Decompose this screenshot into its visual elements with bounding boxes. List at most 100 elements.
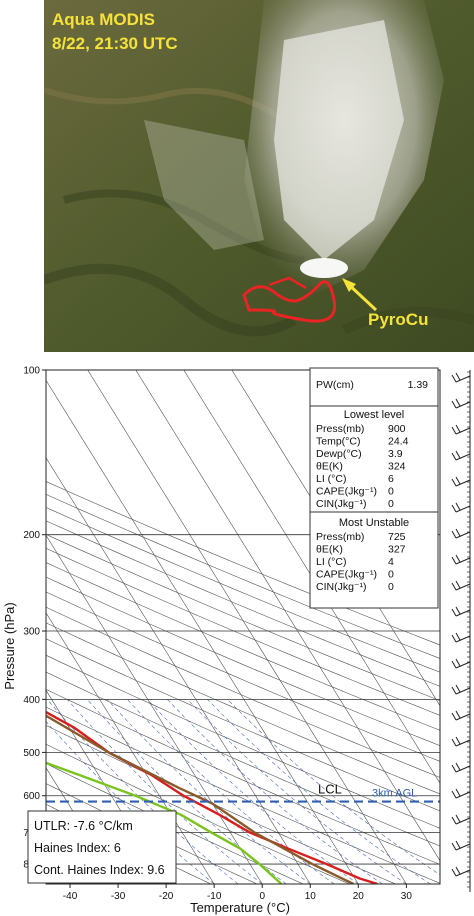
wind-barb-flag	[451, 374, 457, 383]
wind-barb	[455, 869, 471, 877]
wind-barb-flag	[455, 606, 461, 615]
dry-adiabat-line	[46, 671, 440, 847]
moist-adiabat-line	[187, 699, 407, 884]
dry-adiabat-line	[46, 606, 440, 778]
y-tick-label: 600	[23, 791, 40, 802]
wind-barb-flag	[451, 712, 457, 721]
wind-barb-flag	[455, 658, 461, 667]
skew-t-chart: 3km AGL LCL -40 -30 -20 -10 0 10 20 30 100 200 300…	[0, 356, 474, 916]
haines-text: Haines Index: 6	[34, 841, 121, 855]
dry-adiabat-line	[46, 562, 440, 731]
wind-barb-flag	[451, 764, 457, 773]
most-unstable-box	[309, 511, 439, 609]
wind-barb-flag	[451, 686, 457, 695]
x-tick-label: 30	[401, 891, 413, 902]
wind-barb-flag	[455, 424, 461, 433]
wind-barb-flag	[455, 762, 461, 771]
pw-value: 1.39	[408, 379, 429, 391]
satellite-scene: PyroCu	[44, 0, 474, 352]
most-unstable-row-label: Press(mb)	[316, 531, 364, 543]
wind-barb-flag	[455, 580, 461, 589]
satellite-title-line2: 8/22, 21:30 UTC	[52, 34, 178, 53]
y-tick-label: 500	[23, 748, 40, 759]
y-tick-label: 400	[23, 695, 40, 706]
wind-barb-flag	[451, 790, 457, 799]
wind-barb-flag	[451, 842, 457, 851]
wind-barb-flag	[451, 478, 457, 487]
parcel-path-line	[46, 714, 355, 884]
x-tick-label: 20	[353, 891, 365, 902]
wind-barb-flag	[455, 840, 461, 849]
lowest-level-row-value: 6	[388, 473, 394, 485]
wind-barb	[455, 713, 471, 721]
isotherm-line	[87, 370, 407, 884]
moist-adiabat-line	[106, 699, 311, 884]
dry-adiabat-line	[46, 576, 440, 747]
lowest-level-row-label: Dewp(°C)	[316, 448, 362, 460]
satellite-title-line1: Aqua MODIS	[52, 10, 155, 29]
wind-barb-flag	[451, 868, 457, 877]
wind-barb	[455, 843, 471, 851]
wind-barb-flag	[451, 426, 457, 435]
wind-barb	[455, 479, 471, 487]
dry-adiabat-line	[46, 534, 440, 701]
most-unstable-row-label: CIN(Jkg⁻¹)	[316, 581, 366, 593]
moist-adiabat-line	[207, 699, 431, 884]
wind-barb	[455, 817, 471, 825]
moist-adiabat-line	[227, 699, 440, 876]
cont-haines-text: Cont. Haines Index: 9.6	[34, 863, 165, 877]
wind-barb-flag	[455, 788, 461, 797]
wind-barb-flag	[455, 476, 461, 485]
wind-barb-flag	[455, 684, 461, 693]
wind-barb-flag	[455, 710, 461, 719]
most-unstable-row-label: θE(K)	[316, 544, 343, 556]
satellite-image: PyroCu Aqua MODIS 8/22, 21:30 UTC	[44, 0, 474, 352]
dry-adiabat-line	[46, 725, 396, 884]
wind-barb-flag	[451, 660, 457, 669]
wind-barb-flag	[455, 814, 461, 823]
dry-adiabat-line	[46, 507, 440, 673]
dry-adiabat-line	[46, 481, 440, 646]
wind-barb	[455, 661, 471, 669]
wind-barb-flag	[455, 450, 461, 459]
dry-adiabat-line	[46, 706, 440, 884]
wind-barb-flag	[451, 738, 457, 747]
wind-barb-flag	[455, 554, 461, 563]
x-axis-label: Temperature (°C)	[190, 900, 290, 915]
lowest-level-row-label: Temp(°C)	[316, 436, 360, 448]
dry-adiabat-line	[46, 548, 440, 716]
wind-barb-flag	[451, 582, 457, 591]
lowest-level-box	[309, 405, 439, 513]
most-unstable-row-value: 0	[388, 581, 394, 593]
dry-adiabat-line	[46, 622, 440, 795]
lowest-level-row-value: 0	[388, 486, 394, 498]
skew-t-svg: 3km AGL LCL -40 -30 -20 -10 0 10 20 30 100 200 300…	[2, 366, 471, 915]
pw-label: PW(cm)	[316, 379, 354, 391]
wind-barb-flag	[451, 400, 457, 409]
isotherm-line	[46, 534, 263, 884]
stats-box: UTLR: -7.6 °C/km Haines Index: 6 Cont. H…	[27, 810, 177, 884]
most-unstable-row-label: LI (°C)	[316, 556, 346, 568]
wind-barb	[455, 401, 471, 409]
most-unstable-row-value: 4	[388, 556, 394, 568]
wind-barb-flag	[455, 632, 461, 641]
lowest-level-row-value: 24.4	[388, 436, 409, 448]
dry-adiabat-line	[46, 654, 440, 829]
moist-adiabat-line	[147, 699, 359, 884]
wind-barb	[455, 791, 471, 799]
wind-barb	[455, 687, 471, 695]
lowest-level-title: Lowest level	[344, 409, 405, 421]
wind-barb-flag	[451, 530, 457, 539]
wind-barb-flag	[451, 452, 457, 461]
dry-adiabat-line	[46, 689, 440, 865]
dry-adiabat-line	[46, 591, 440, 762]
lcl-label: LCL	[318, 782, 342, 797]
wind-barb	[455, 583, 471, 591]
moist-adiabat-line	[46, 699, 239, 884]
wind-barb-flag	[455, 372, 461, 381]
dry-adiabat-line	[46, 743, 350, 884]
isotherm-line	[135, 370, 440, 862]
x-tick-label: 10	[305, 891, 317, 902]
wind-barb-flag	[451, 816, 457, 825]
x-tick-label: 0	[259, 891, 265, 902]
